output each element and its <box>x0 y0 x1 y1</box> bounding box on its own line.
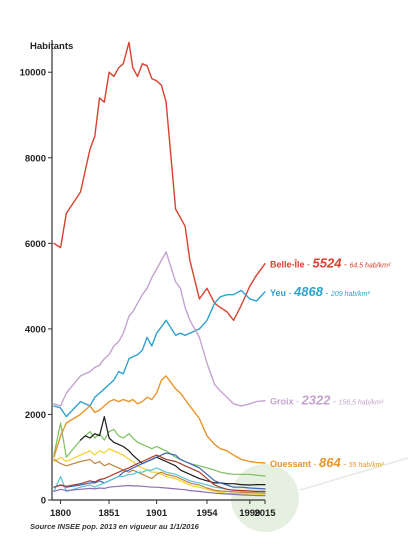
corner-decoration-stroke <box>299 457 408 491</box>
series-line-brown <box>53 458 266 494</box>
label-separator: - <box>341 260 349 270</box>
y-tick-label: 0 <box>41 496 46 507</box>
label-separator: - <box>286 288 294 298</box>
label-separator: - <box>311 459 319 469</box>
island-density: 156,5 hab/km² <box>338 400 383 407</box>
island-population: 4868 <box>293 284 324 299</box>
label-separator: - <box>341 459 349 469</box>
island-population: 2322 <box>301 393 332 408</box>
island-density: 64,5 hab/km² <box>349 263 391 270</box>
series-label-yeu: Yeu - 4868 - 209 hab/km² <box>270 284 371 299</box>
series-line-darkred <box>53 454 266 492</box>
x-tick-label: 1954 <box>196 508 218 519</box>
island-name: Groix <box>270 397 294 407</box>
y-axis-title: Habitants <box>30 41 73 52</box>
island-name: Ouessant <box>270 459 311 469</box>
label-separator: - <box>305 260 313 270</box>
series-labels: Belle-Île - 5524 - 64,5 hab/km² Yeu - 486… <box>270 256 391 470</box>
series-line-purple <box>53 484 266 497</box>
series-label-groix: Groix - 2322 - 156,5 hab/km² <box>270 393 384 408</box>
island-population: 864 <box>319 455 341 470</box>
x-tick-label: 1800 <box>50 508 71 519</box>
series-lines <box>53 41 266 497</box>
x-tick-label: 2015 <box>254 508 276 519</box>
series-line-yeu <box>53 289 266 418</box>
y-tick-label: 8000 <box>25 153 46 164</box>
corner-decoration-circle <box>231 464 299 532</box>
x-tick-label: 1851 <box>98 508 120 519</box>
island-name: Belle-Île <box>270 259 305 270</box>
series-label-belle-le: Belle-Île - 5524 - 64,5 hab/km² <box>270 256 391 271</box>
label-separator: - <box>294 397 302 407</box>
island-name: Yeu <box>270 288 286 298</box>
source-note: Source INSEE pop. 2013 en vigueur au 1/1… <box>30 522 200 531</box>
y-tick-label: 2000 <box>25 410 46 421</box>
x-tick-label: 1901 <box>146 508 168 519</box>
series-line-belle-le <box>53 41 266 321</box>
label-separator: - <box>323 288 331 298</box>
y-tick-label: 6000 <box>25 239 46 250</box>
series-line-ouessant <box>53 375 266 464</box>
series-line-yellow <box>53 448 266 495</box>
island-density: 55 hab/km² <box>349 462 385 469</box>
x-tick-label: 1999 <box>239 508 260 519</box>
series-line-groix <box>53 251 266 407</box>
label-separator: - <box>330 397 338 407</box>
series-line-blue <box>53 452 266 490</box>
island-density: 209 hab/km² <box>330 291 371 298</box>
series-line-green <box>53 422 266 477</box>
y-tick-label: 10000 <box>20 68 46 79</box>
y-tick-label: 4000 <box>25 324 46 335</box>
island-population: 5524 <box>313 256 343 271</box>
series-label-ouessant: Ouessant - 864 - 55 hab/km² <box>270 455 384 470</box>
y-axis-ticks: 0 2000 4000 6000 8000 10000 <box>20 68 52 507</box>
